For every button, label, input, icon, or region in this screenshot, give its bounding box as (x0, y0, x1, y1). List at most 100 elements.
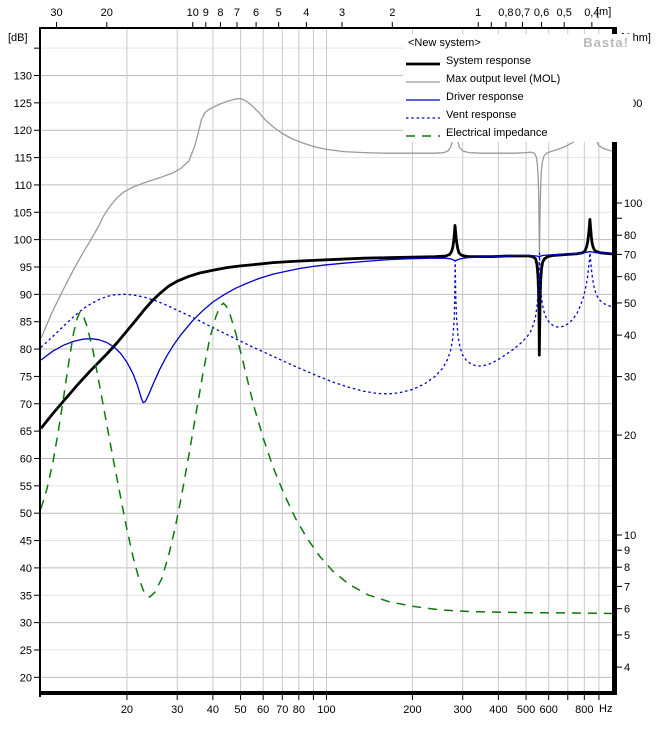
wavelength-tick-label: 0,6 (534, 7, 549, 19)
db-tick-label: 60 (20, 453, 32, 465)
ohm-tick-label: 60 (624, 272, 636, 284)
db-tick-label: 35 (20, 590, 32, 602)
freq-tick-label: 200 (403, 704, 421, 716)
wavelength-tick-label: 4 (303, 7, 309, 19)
freq-tick-label: 400 (489, 704, 507, 716)
ohm-tick-label: 7 (624, 581, 630, 593)
freq-tick-label: 600 (539, 704, 557, 716)
db-tick-label: 55 (20, 481, 32, 493)
basta-watermark: Basta! (583, 35, 629, 50)
axes (39, 27, 617, 697)
ohm-tick-label: 20 (624, 430, 636, 442)
ohm-tick-label: 4 (624, 662, 630, 674)
db-tick-label: 100 (14, 235, 32, 247)
wavelength-tick-label: 7 (234, 7, 240, 19)
legend-item-driver-response: Driver response (403, 88, 633, 106)
wavelength-tick-label: 20 (101, 7, 113, 19)
db-tick-label: 20 (20, 672, 32, 684)
curve-system-response (41, 218, 612, 430)
db-tick-label: 130 (14, 71, 32, 83)
x-bottom-unit-label: Hz (599, 703, 613, 715)
wavelength-tick-label: 8 (217, 7, 223, 19)
x-top-unit-label: [m] (596, 6, 612, 18)
wavelength-tick-label: 1 (475, 7, 481, 19)
freq-tick-label: 500 (517, 704, 535, 716)
ohm-tick-label: 9 (624, 545, 630, 557)
legend-swatch-system-response (406, 58, 440, 66)
legend-swatch-vent-response (406, 112, 440, 119)
ohm-tick-label: 30 (624, 372, 636, 384)
ohm-tick-label: 10 (624, 530, 636, 542)
freq-tick-label: 40 (207, 704, 219, 716)
wavelength-tick-label: 30 (50, 7, 62, 19)
curve-electrical-impedance (41, 302, 612, 615)
wavelength-tick-label: 3 (339, 7, 345, 19)
legend-item-electrical-impedance: Electrical impedance (403, 124, 633, 142)
db-tick-label: 110 (14, 180, 32, 192)
wavelength-tick-label: 0,7 (515, 7, 530, 19)
db-tick-label: 30 (20, 618, 32, 630)
freq-tick-label: 20 (121, 704, 133, 716)
freq-tick-label: 50 (234, 704, 246, 716)
db-tick-label: 120 (14, 125, 32, 137)
wavelength-tick-label: 0,5 (557, 7, 572, 19)
wavelength-tick-label: 0,4 (584, 7, 599, 19)
y-left-axis: 130 125 120 115 110 105 100 95 90 85 80 75 70 65 60 55 5… (14, 47, 39, 684)
ohm-tick-label: 50 (624, 298, 636, 310)
legend-item-max-output-level: Max output level (MOL) (403, 70, 633, 88)
wavelength-tick-label: 2 (389, 7, 395, 19)
ohm-tick-label: 8 (624, 562, 630, 574)
wavelength-tick-label: 9 (203, 7, 209, 19)
freq-tick-label: 60 (257, 704, 269, 716)
db-tick-label: 80 (20, 344, 32, 356)
wavelength-tick-label: 0,8 (498, 7, 513, 19)
db-tick-label: 90 (20, 289, 32, 301)
curves (41, 97, 612, 615)
ohm-tick-label: 40 (624, 330, 636, 342)
ohm-tick-label: 80 (624, 230, 636, 242)
legend-label: Electrical impedance (446, 127, 548, 139)
legend-label: System response (446, 55, 531, 67)
db-tick-label: 45 (20, 536, 32, 548)
ohm-tick-label: 5 (624, 630, 630, 642)
legend-label: Driver response (446, 91, 524, 103)
curve-driver-response (41, 251, 612, 404)
db-tick-label: 75 (20, 371, 32, 383)
db-tick-label: 105 (14, 207, 32, 219)
curve-vent-response (41, 252, 612, 395)
y-left-unit-label: [dB] (8, 32, 28, 44)
freq-tick-label: 100 (317, 704, 335, 716)
db-tick-label: 115 (14, 153, 32, 165)
db-tick-label: 40 (20, 563, 32, 575)
x-top-axis: 30 20 10 9 8 7 6 5 4 3 2 1 0,8 0,7 0,6 0,5 0,4 (50, 7, 599, 27)
ohm-tick-label: 100 (624, 198, 642, 210)
db-tick-label: 25 (20, 645, 32, 657)
db-tick-label: 125 (14, 98, 32, 110)
legend-item-vent-response: Vent response (403, 106, 633, 124)
db-tick-label: 50 (20, 508, 32, 520)
freq-tick-label: 30 (171, 704, 183, 716)
wavelength-tick-label: 6 (253, 7, 259, 19)
db-tick-label: 85 (20, 317, 32, 329)
legend-title: <New system> (408, 36, 481, 49)
ohm-tick-label: 6 (624, 604, 630, 616)
legend-swatch-driver-response (406, 94, 440, 101)
legend-item-system-response: System response (403, 52, 633, 70)
wavelength-tick-label: 10 (187, 7, 199, 19)
freq-tick-label: 80 (293, 704, 305, 716)
legend-label: Max output level (MOL) (446, 73, 561, 85)
ohm-tick-label: 70 (624, 249, 636, 261)
legend-label: Vent response (446, 109, 517, 121)
wavelength-tick-label: 5 (276, 7, 282, 19)
freq-tick-label: 70 (276, 704, 288, 716)
freq-tick-label: 800 (575, 704, 593, 716)
legend-swatch-max-output-level (406, 76, 440, 83)
x-bottom-axis: 20 30 40 50 60 70 80 100 200 300 400 500 600 800 (121, 695, 600, 716)
freq-tick-label: 300 (454, 704, 472, 716)
legend: <New system> Basta! System response Max o… (403, 34, 633, 142)
legend-swatch-electrical-impedance (406, 130, 440, 137)
db-tick-label: 95 (20, 262, 32, 274)
db-tick-label: 65 (20, 426, 32, 438)
db-tick-label: 70 (20, 399, 32, 411)
